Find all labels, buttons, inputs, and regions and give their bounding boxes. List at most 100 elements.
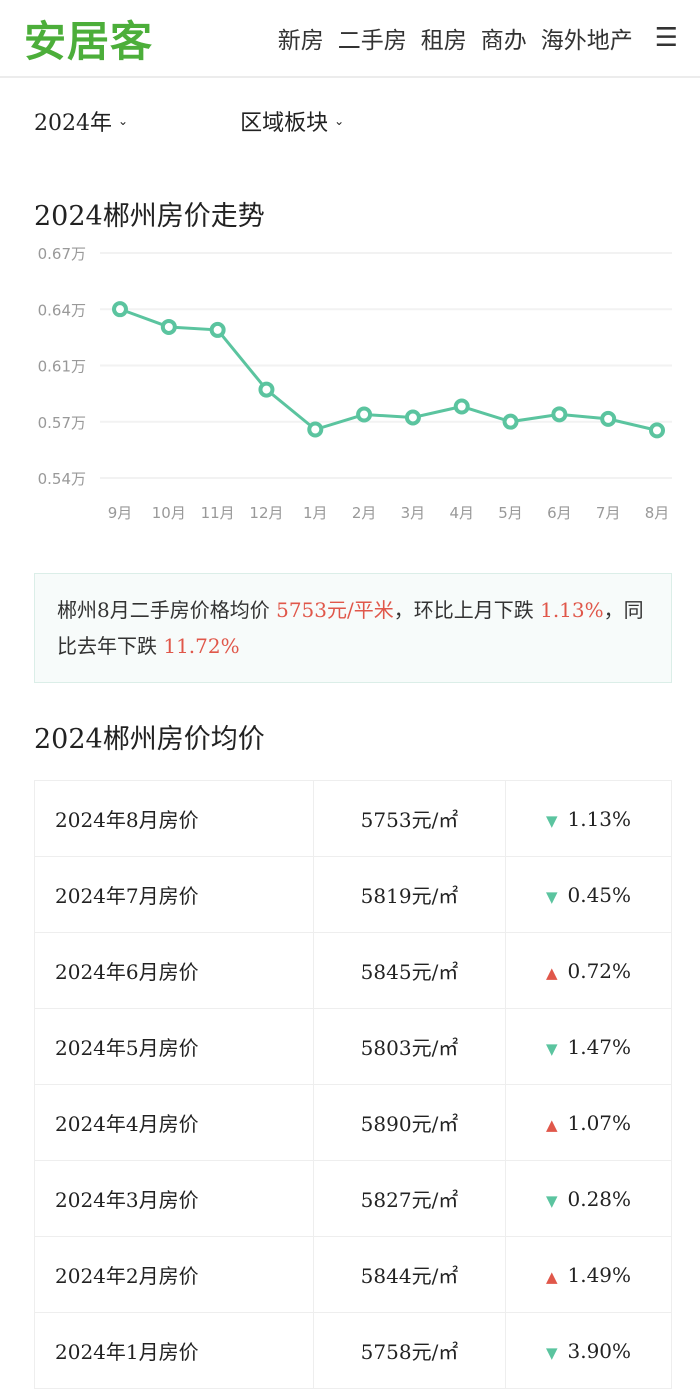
triangle-down-icon: ▼ [545, 811, 558, 830]
x-tick-label: 9月 [108, 504, 133, 522]
change-value: 0.45% [567, 882, 632, 907]
table-row: 2024年6月房价 5845元/㎡ ▲ 0.72% [34, 932, 672, 1009]
data-point[interactable] [307, 421, 324, 438]
y-tick-label: 0.64万 [38, 301, 86, 319]
summary-mom: 1.13% [540, 598, 604, 622]
data-point[interactable] [209, 321, 226, 338]
price-trend-chart: 0.54万 0.57万 0.61万 0.64万 0.67万 9月 10月 11月 12月 1月 2月… [0, 233, 700, 573]
triangle-down-icon: ▼ [545, 1343, 558, 1362]
y-tick-label: 0.61万 [38, 358, 86, 376]
change-value: 0.28% [567, 1186, 632, 1211]
x-tick-label: 1月 [303, 504, 328, 522]
nav-commercial[interactable]: 商办 [480, 28, 527, 54]
header: 安居客 新房 二手房 租房 商办 海外地产 ☰ [0, 0, 700, 78]
price-cell: 5803元/㎡ [313, 1008, 506, 1085]
month-label: 2024年3月房价 [34, 1160, 314, 1237]
top-nav: 新房 二手房 租房 商办 海外地产 ☰ [278, 21, 678, 55]
table-row: 2024年2月房价 5844元/㎡ ▲ 1.49% [34, 1236, 672, 1313]
logo[interactable]: 安居客 [24, 16, 154, 66]
data-point[interactable] [649, 422, 665, 439]
data-point[interactable] [112, 301, 128, 318]
change-value: 1.07% [567, 1110, 632, 1135]
change-value: 1.13% [567, 806, 632, 831]
data-point[interactable] [551, 406, 568, 423]
price-cell: 5753元/㎡ [313, 780, 506, 857]
table-row: 2024年5月房价 5803元/㎡ ▼ 1.47% [34, 1008, 672, 1085]
price-cell: 5819元/㎡ [313, 856, 506, 933]
triangle-up-icon: ▲ [545, 1267, 558, 1286]
price-cell: 5890元/㎡ [313, 1084, 506, 1161]
data-point[interactable] [502, 413, 519, 430]
table-row: 2024年3月房价 5827元/㎡ ▼ 0.28% [34, 1160, 672, 1237]
summary-text: ，环比上月下跌 [393, 598, 541, 622]
month-label: 2024年6月房价 [34, 932, 314, 1009]
triangle-down-icon: ▼ [545, 1191, 558, 1210]
data-point[interactable] [258, 381, 275, 398]
change-cell: ▲ 0.72% [505, 932, 672, 1009]
data-point[interactable] [404, 409, 421, 426]
triangle-down-icon: ▼ [545, 1039, 558, 1058]
y-tick-label: 0.54万 [38, 470, 86, 488]
x-tick-label: 11月 [201, 504, 235, 522]
region-label: 区域板块 [240, 111, 329, 136]
y-tick-label: 0.67万 [38, 245, 86, 263]
hamburger-icon[interactable]: ☰ [654, 23, 678, 53]
change-cell: ▼ 3.90% [505, 1312, 672, 1389]
price-cell: 5827元/㎡ [313, 1160, 506, 1237]
price-cell: 5844元/㎡ [313, 1236, 506, 1313]
series-line [119, 307, 658, 432]
nav-new-homes[interactable]: 新房 [277, 28, 324, 54]
change-cell: ▲ 1.07% [505, 1084, 672, 1161]
price-cell: 5845元/㎡ [313, 932, 506, 1009]
month-label: 2024年8月房价 [34, 780, 314, 857]
data-point[interactable] [160, 318, 177, 335]
nav-overseas[interactable]: 海外地产 [540, 28, 633, 54]
trend-title: 2024郴州房价走势 [34, 201, 265, 232]
month-label: 2024年7月房价 [34, 856, 314, 933]
change-cell: ▲ 1.49% [505, 1236, 672, 1313]
filters: 2024年 ⌄ 区域板块 ⌄ [0, 106, 700, 136]
chevron-down-icon: ⌄ [334, 114, 345, 128]
y-tick-label: 0.57万 [38, 414, 86, 432]
table-row: 2024年4月房价 5890元/㎡ ▲ 1.07% [34, 1084, 672, 1161]
x-tick-label: 4月 [449, 504, 474, 522]
price-table: 2024年8月房价 5753元/㎡ ▼ 1.13% 2024年7月房价 5819元/㎡ ▼ 0… [34, 780, 672, 1389]
price-summary: 郴州8月二手房价格均价 5753元/平米，环比上月下跌 1.13%，同比去年下跌… [34, 573, 672, 683]
table-row: 2024年7月房价 5819元/㎡ ▼ 0.45% [34, 856, 672, 933]
month-label: 2024年4月房价 [34, 1084, 314, 1161]
triangle-up-icon: ▲ [545, 963, 558, 982]
x-tick-label: 12月 [249, 504, 283, 522]
table-row: 2024年1月房价 5758元/㎡ ▼ 3.90% [34, 1312, 672, 1389]
chart-svg: 0.54万 0.57万 0.61万 0.64万 0.67万 9月 10月 11月 12月 1月 2月… [38, 245, 672, 522]
triangle-up-icon: ▲ [545, 1115, 558, 1134]
summary-text: ，同比去年下跌 [57, 598, 644, 658]
year-select[interactable]: 2024年 ⌄ [34, 105, 128, 137]
change-value: 0.72% [567, 958, 632, 983]
change-cell: ▼ 1.47% [505, 1008, 672, 1085]
x-tick-label: 8月 [645, 504, 670, 522]
table-row: 2024年8月房价 5753元/㎡ ▼ 1.13% [34, 780, 672, 857]
change-value: 1.47% [567, 1034, 632, 1059]
summary-price: 5753元/平米 [276, 598, 394, 622]
change-cell: ▼ 1.13% [505, 780, 672, 857]
summary-text: 郴州8月二手房价格均价 [57, 598, 277, 622]
month-label: 2024年2月房价 [34, 1236, 314, 1313]
avg-title: 2024郴州房价均价 [34, 724, 265, 755]
data-point[interactable] [356, 406, 373, 423]
nav-second-hand[interactable]: 二手房 [337, 28, 407, 54]
month-label: 2024年5月房价 [34, 1008, 314, 1085]
triangle-down-icon: ▼ [545, 887, 558, 906]
data-point[interactable] [453, 398, 470, 415]
region-select[interactable]: 区域板块 ⌄ [240, 105, 344, 137]
x-tick-label: 3月 [401, 504, 426, 522]
change-cell: ▼ 0.28% [505, 1160, 672, 1237]
summary-yoy: 11.72% [163, 634, 240, 658]
x-tick-label: 5月 [498, 504, 523, 522]
chevron-down-icon: ⌄ [118, 114, 129, 128]
x-tick-label: 2月 [352, 504, 377, 522]
x-tick-label: 6月 [547, 504, 572, 522]
nav-rent[interactable]: 租房 [420, 28, 467, 54]
data-point[interactable] [600, 410, 617, 427]
x-tick-label: 10月 [152, 504, 186, 522]
change-cell: ▼ 0.45% [505, 856, 672, 933]
